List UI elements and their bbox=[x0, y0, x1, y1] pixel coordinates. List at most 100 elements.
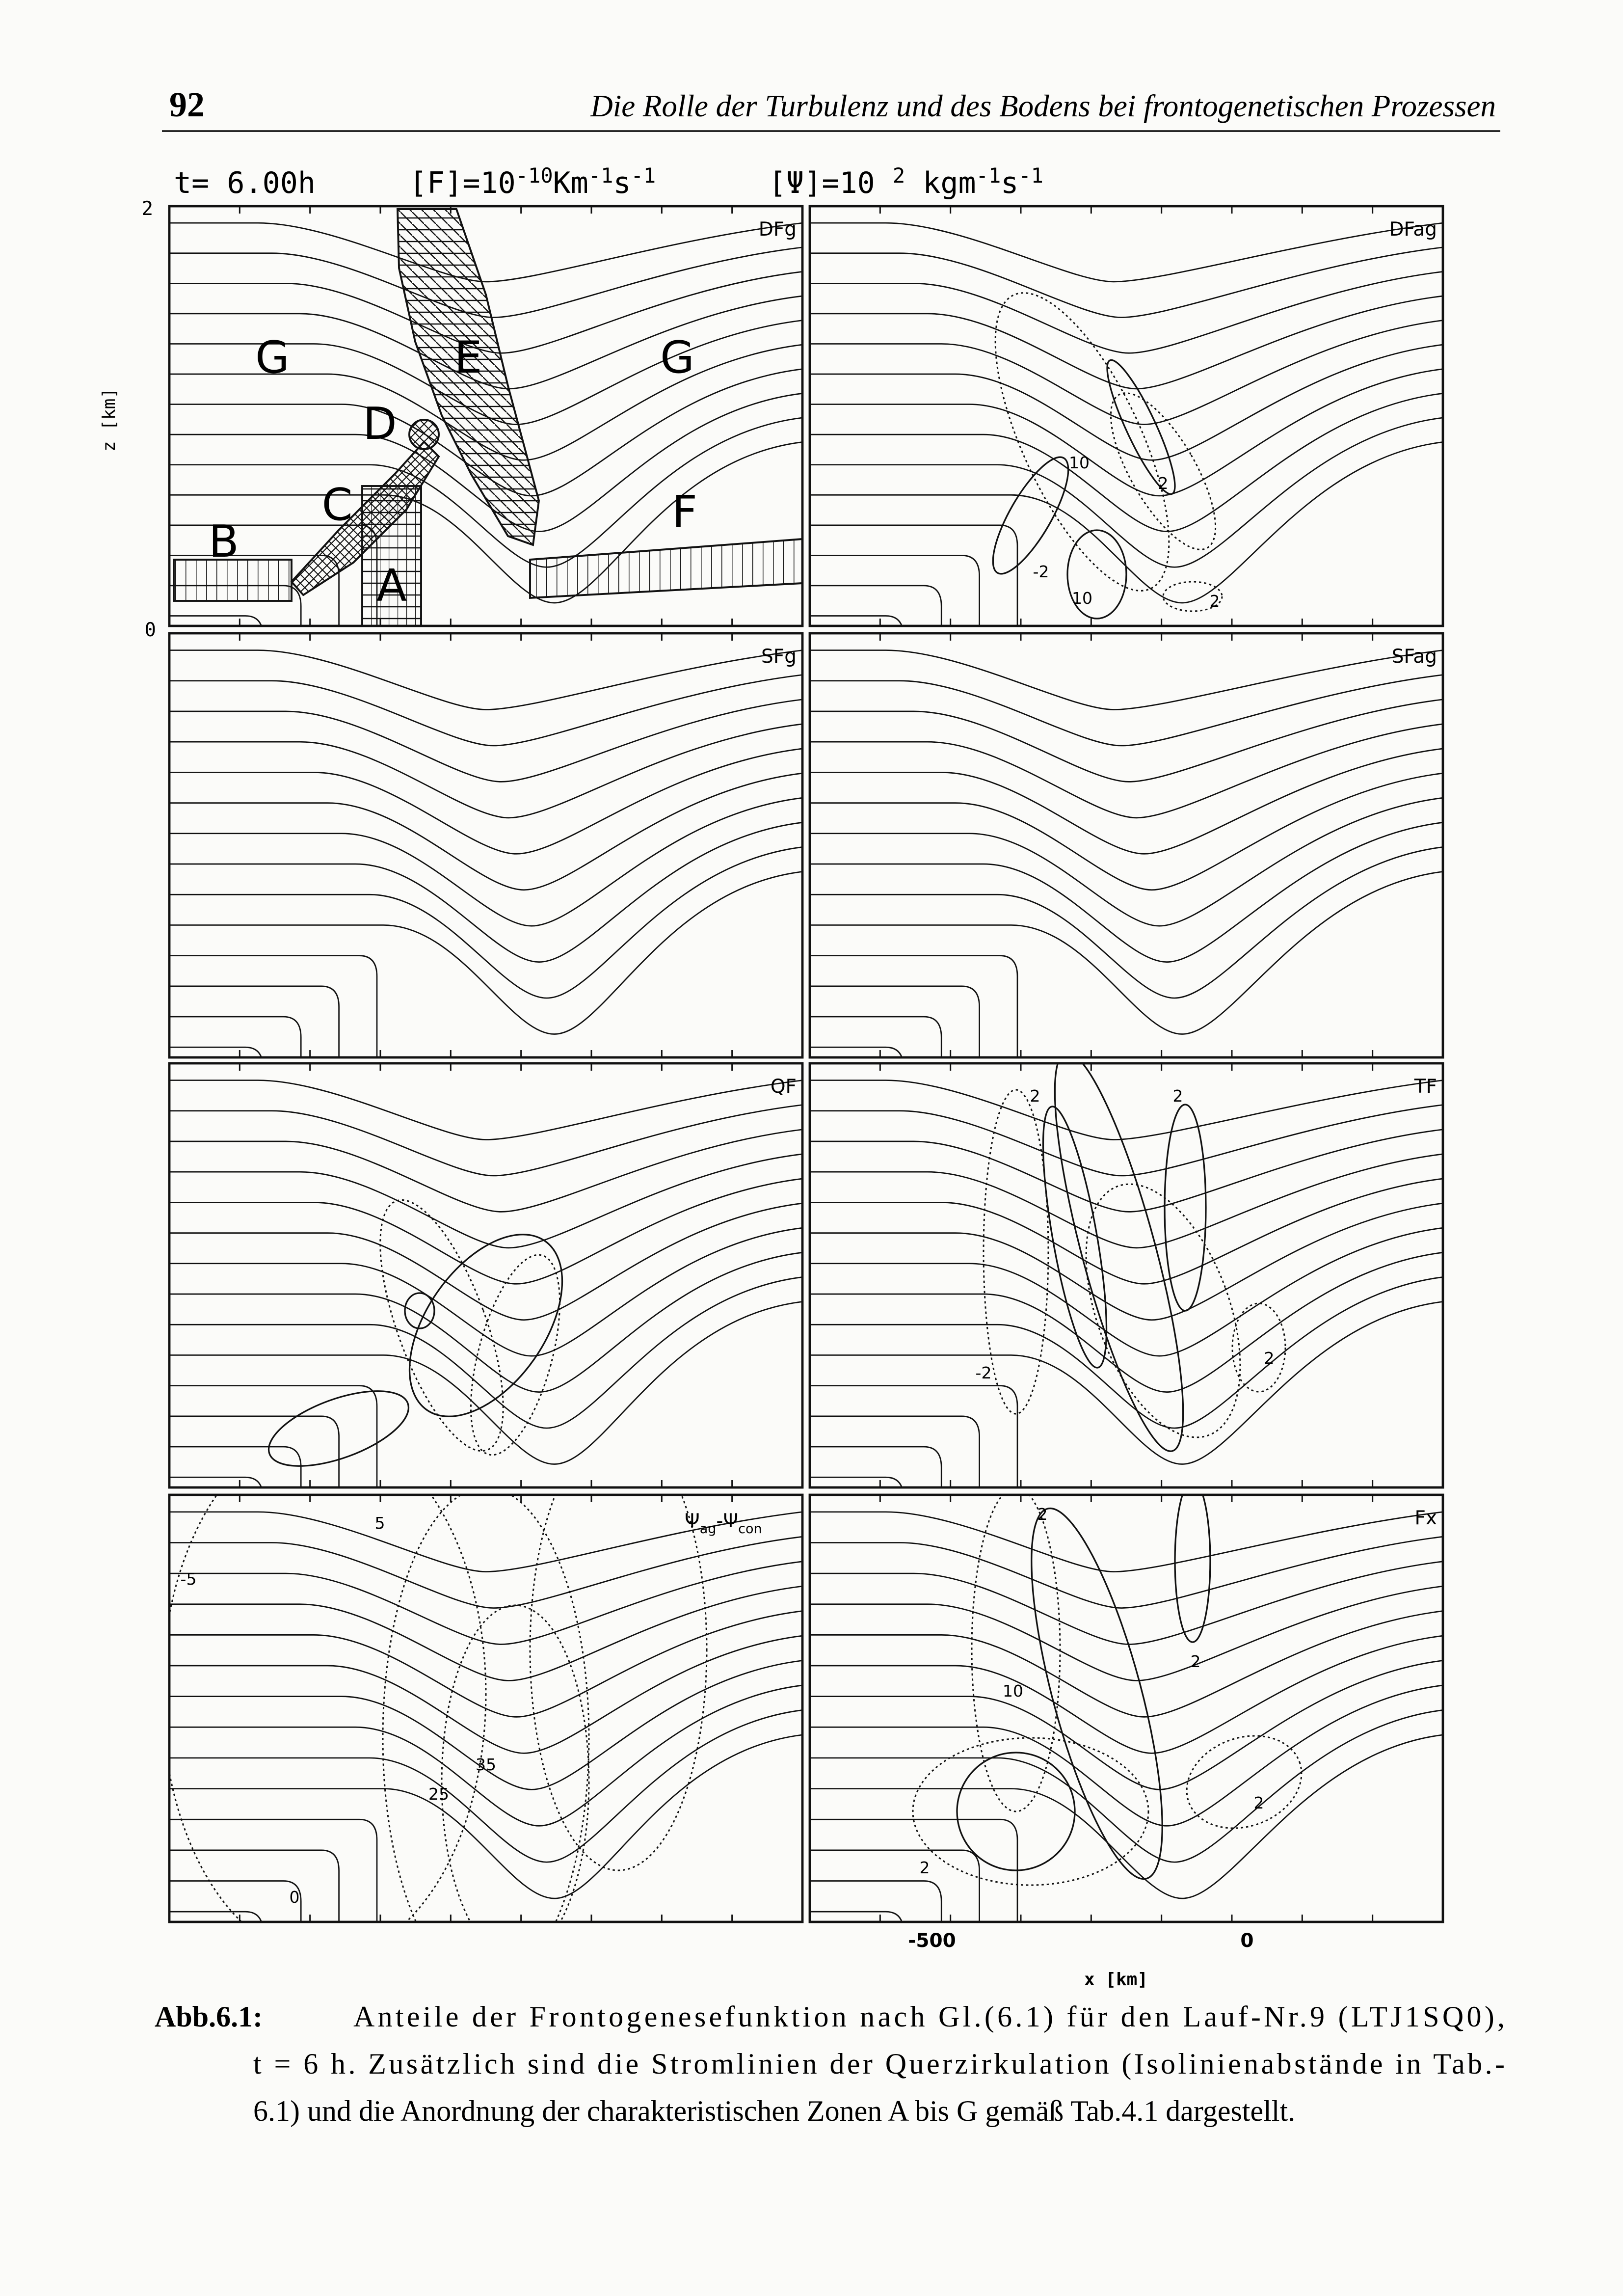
streamline bbox=[169, 1104, 803, 1177]
solid-contour bbox=[1066, 529, 1127, 620]
streamline bbox=[169, 295, 803, 390]
streamline bbox=[169, 1561, 803, 1645]
streamline bbox=[810, 1046, 905, 1057]
contour-label: 10 bbox=[1069, 453, 1090, 472]
running-title: Die Rolle der Turbulenz und des Bodens b… bbox=[590, 89, 1496, 123]
caption-label: Abb.6.1: bbox=[155, 2000, 263, 2033]
dotted-contour bbox=[912, 1737, 1149, 1886]
streamline bbox=[810, 1153, 1443, 1249]
streamline bbox=[810, 1476, 905, 1487]
unit-part: [F]=10 bbox=[409, 166, 516, 200]
panel: DFg G E G DC B A F bbox=[168, 205, 804, 627]
page-number: 92 bbox=[169, 85, 205, 124]
streamline bbox=[169, 1080, 803, 1140]
zone-d bbox=[408, 419, 440, 450]
streamline bbox=[169, 1511, 803, 1572]
streamline bbox=[810, 846, 1443, 999]
panel-content bbox=[169, 1495, 803, 1922]
streamline bbox=[169, 1016, 302, 1057]
panel-content bbox=[169, 208, 803, 626]
streamline bbox=[169, 1610, 803, 1718]
z-tick-label: 0 bbox=[145, 619, 156, 641]
streamline bbox=[810, 1276, 1443, 1429]
contour-label: -2 bbox=[1033, 562, 1049, 581]
unit-part: Km bbox=[553, 166, 588, 200]
panel-frame bbox=[808, 205, 1444, 627]
streamline bbox=[169, 271, 803, 354]
panel: SFag bbox=[808, 632, 1444, 1059]
dotted-contour bbox=[971, 1495, 1061, 1812]
panel-label: SFg bbox=[761, 646, 797, 668]
streamline bbox=[169, 748, 803, 855]
figure: t= 6.00h [F]=10-10Km-1s-1 [Ψ]=10 2 kgm-1s-… bbox=[99, 163, 1444, 1990]
unit-part: s bbox=[613, 166, 631, 200]
streamline bbox=[169, 1635, 803, 1754]
streamline bbox=[169, 1476, 264, 1487]
dotted-contour bbox=[1085, 1183, 1241, 1438]
streamline bbox=[169, 797, 803, 927]
label-part: -Ψ bbox=[716, 1510, 738, 1532]
solid-contour bbox=[956, 1752, 1076, 1871]
streamline bbox=[169, 846, 803, 999]
panel: TF 2 2 2 -2 bbox=[808, 1062, 1444, 1489]
streamline bbox=[169, 1684, 803, 1827]
panel-frame bbox=[168, 205, 804, 627]
streamline bbox=[810, 246, 1443, 318]
streamline bbox=[169, 1880, 302, 1922]
panel: DFag 10 -2 2 10 2 bbox=[808, 205, 1444, 627]
solid-contour bbox=[404, 1292, 435, 1329]
streamline bbox=[810, 699, 1443, 783]
superscript: -1 bbox=[588, 163, 613, 188]
streamline bbox=[169, 985, 340, 1057]
streamline bbox=[810, 772, 1443, 891]
streamline bbox=[810, 344, 1443, 461]
panel: QF bbox=[168, 1062, 804, 1489]
streamline bbox=[169, 615, 264, 626]
streamline bbox=[810, 1129, 1443, 1213]
streamline bbox=[169, 1818, 378, 1922]
streamline bbox=[810, 723, 1443, 819]
streamline bbox=[169, 1446, 302, 1487]
dotted-contour bbox=[983, 1089, 1049, 1415]
streamline bbox=[169, 674, 803, 747]
dotted-contour bbox=[470, 1254, 561, 1456]
streamline bbox=[810, 822, 1443, 963]
streamline bbox=[810, 674, 1443, 747]
caption: Anteile der Frontogenesefunktion nach Gl… bbox=[253, 2000, 1505, 2127]
contour-label: 35 bbox=[476, 1755, 496, 1774]
f-unit: [F]=10-10Km-1s-1 bbox=[409, 163, 656, 200]
streamline bbox=[169, 871, 803, 1035]
streamline bbox=[810, 871, 1443, 1035]
panel-frame bbox=[168, 632, 804, 1059]
dotted-contour bbox=[441, 1604, 590, 1922]
panel-frame bbox=[808, 1493, 1444, 1923]
streamline bbox=[810, 1415, 980, 1487]
streamline bbox=[169, 1911, 264, 1922]
zone-letter: D bbox=[363, 398, 397, 450]
streamline bbox=[169, 699, 803, 783]
contour-label: 10 bbox=[1072, 589, 1092, 608]
streamline bbox=[810, 1446, 942, 1487]
zone-a bbox=[361, 485, 422, 626]
panel-frame bbox=[168, 1062, 804, 1489]
streamline bbox=[810, 748, 1443, 855]
panel-frame bbox=[168, 1493, 804, 1923]
solid-contour bbox=[408, 1234, 563, 1417]
subscript: ag bbox=[700, 1521, 717, 1537]
contour-label: 2 bbox=[1210, 592, 1220, 611]
streamline bbox=[810, 524, 1018, 626]
streamline bbox=[810, 1016, 942, 1057]
panel-label: TF bbox=[1414, 1076, 1437, 1098]
streamline bbox=[810, 615, 905, 626]
streamline bbox=[810, 649, 1443, 710]
streamline bbox=[810, 1252, 1443, 1393]
streamline bbox=[169, 1415, 340, 1487]
streamline bbox=[810, 1635, 1443, 1754]
contour-label: 2 bbox=[1264, 1349, 1275, 1368]
streamline bbox=[810, 555, 980, 626]
contour-label: -5 bbox=[181, 1569, 197, 1589]
unit-part: [Ψ]=10 bbox=[769, 166, 893, 200]
zone-letter: E bbox=[454, 332, 482, 383]
zone-letter: A bbox=[376, 560, 407, 612]
